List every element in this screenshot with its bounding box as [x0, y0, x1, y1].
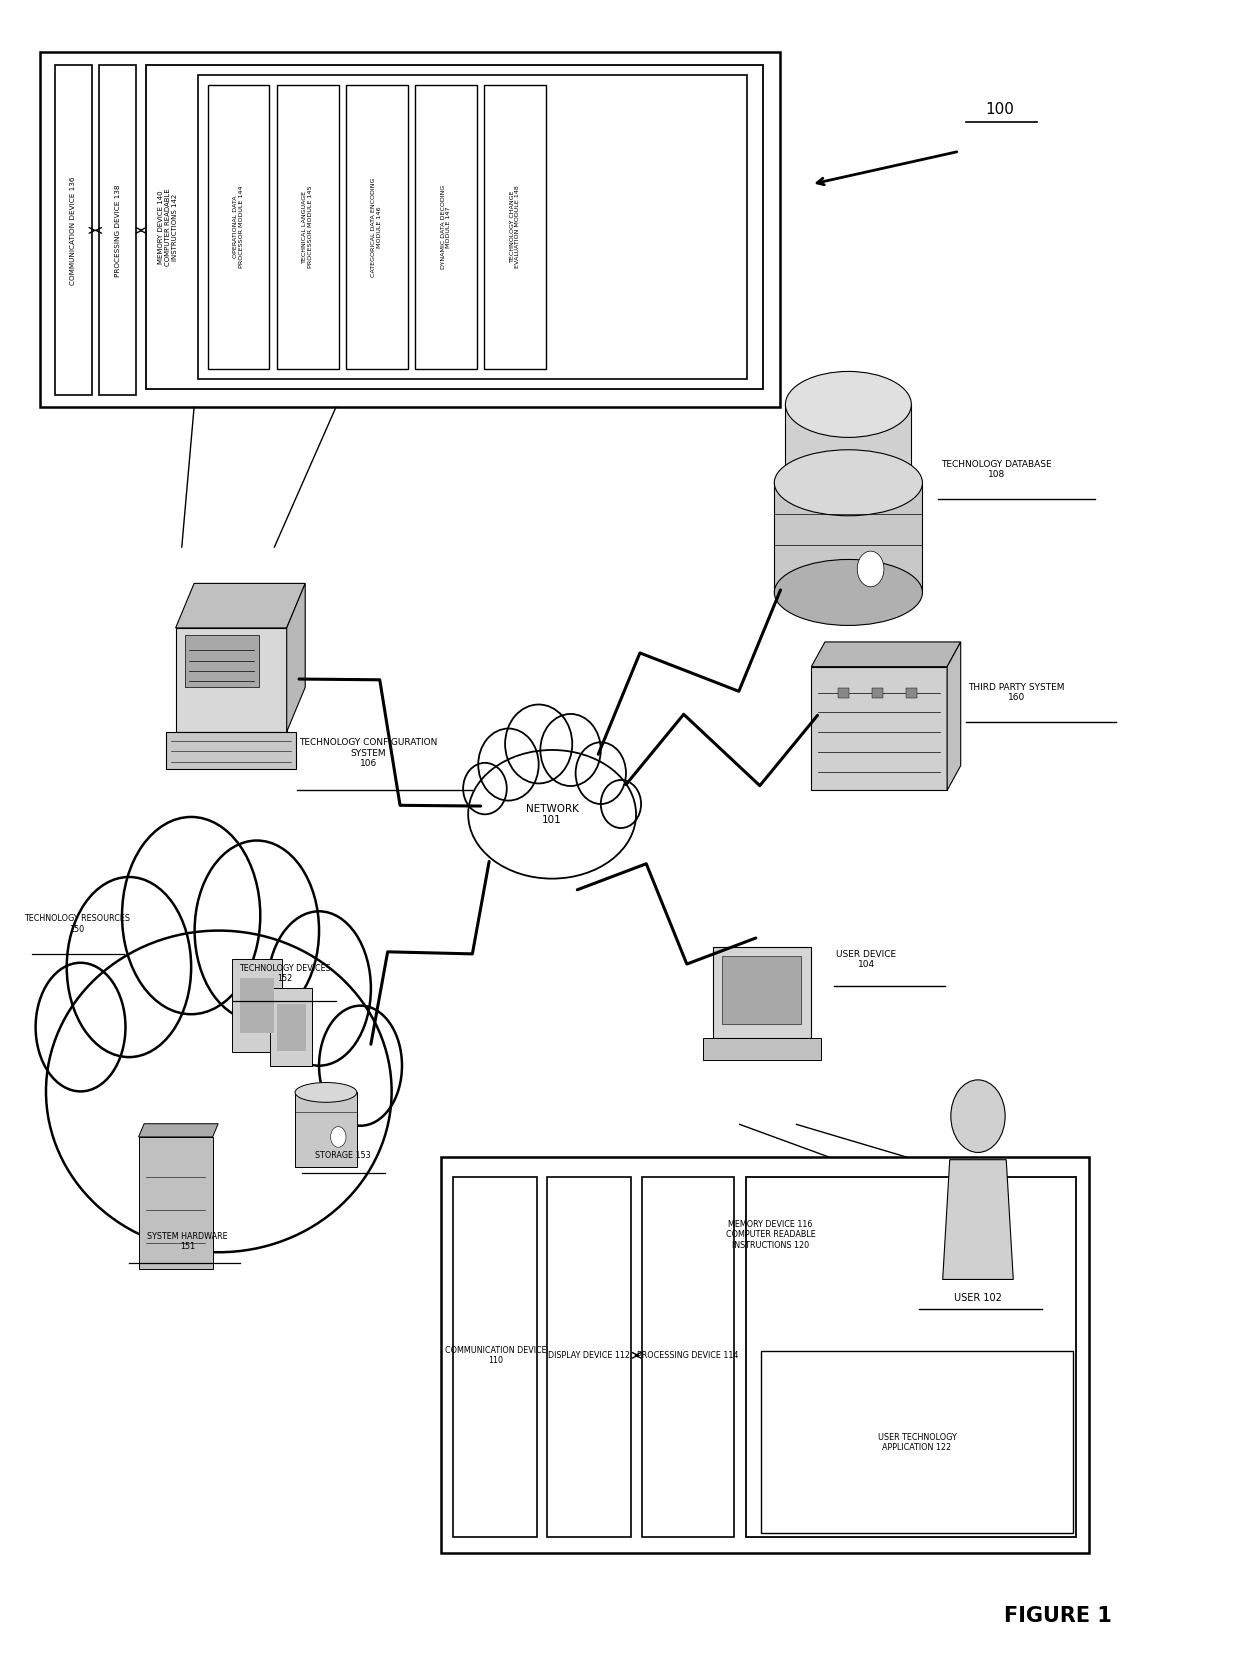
Polygon shape: [166, 732, 296, 770]
Ellipse shape: [46, 930, 392, 1253]
Text: PROCESSING DEVICE 114: PROCESSING DEVICE 114: [637, 1350, 739, 1360]
Polygon shape: [232, 960, 281, 1053]
Ellipse shape: [505, 705, 572, 783]
Ellipse shape: [601, 780, 641, 828]
Text: SYSTEM HARDWARE
151: SYSTEM HARDWARE 151: [148, 1231, 228, 1251]
Ellipse shape: [541, 713, 601, 786]
Text: THIRD PARTY SYSTEM
160: THIRD PARTY SYSTEM 160: [968, 682, 1065, 702]
Polygon shape: [176, 583, 305, 627]
Ellipse shape: [469, 750, 636, 879]
Bar: [484, 86, 546, 369]
Bar: [838, 688, 848, 698]
Ellipse shape: [67, 877, 191, 1058]
Text: TECHNOLOGY DEVICES
152: TECHNOLOGY DEVICES 152: [238, 963, 330, 983]
Polygon shape: [286, 583, 305, 732]
Circle shape: [331, 1127, 346, 1147]
Bar: [642, 1177, 734, 1537]
Text: 100: 100: [986, 103, 1014, 118]
Ellipse shape: [185, 1185, 295, 1306]
Ellipse shape: [33, 1130, 110, 1216]
Ellipse shape: [77, 1170, 181, 1291]
Text: COMMUNICATION DEVICE 136: COMMUNICATION DEVICE 136: [71, 175, 76, 285]
Text: TECHNOLOGY RESOURCES
150: TECHNOLOGY RESOURCES 150: [24, 915, 130, 933]
Ellipse shape: [281, 1152, 371, 1246]
Ellipse shape: [774, 559, 923, 626]
Polygon shape: [942, 1160, 1013, 1279]
Polygon shape: [811, 667, 947, 791]
Circle shape: [857, 551, 884, 588]
Bar: [547, 1177, 631, 1537]
Bar: [346, 86, 408, 369]
Polygon shape: [185, 636, 259, 687]
Ellipse shape: [463, 763, 507, 814]
Ellipse shape: [122, 818, 260, 1015]
Bar: [441, 1157, 1089, 1554]
Bar: [198, 76, 748, 379]
Text: USER TECHNOLOGY
APPLICATION 122: USER TECHNOLOGY APPLICATION 122: [878, 1433, 956, 1451]
Bar: [55, 66, 92, 396]
Text: MEMORY DEVICE 140
COMPUTER READABLE
INSTRUCTIONS 142: MEMORY DEVICE 140 COMPUTER READABLE INST…: [159, 189, 179, 266]
Text: DYNAMIC DATA DECODING
MODULE 147: DYNAMIC DATA DECODING MODULE 147: [440, 185, 451, 270]
Text: MEMORY DEVICE 116
COMPUTER READABLE
INSTRUCTIONS 120: MEMORY DEVICE 116 COMPUTER READABLE INST…: [725, 1220, 816, 1250]
Bar: [746, 1177, 1075, 1537]
Ellipse shape: [575, 741, 626, 804]
Ellipse shape: [785, 371, 911, 437]
Polygon shape: [723, 957, 801, 1024]
Ellipse shape: [463, 829, 500, 864]
Ellipse shape: [195, 841, 319, 1021]
Text: NETWORK
101: NETWORK 101: [526, 804, 579, 826]
Text: OPERATIONAL DATA
PROCESSOR MODULE 144: OPERATIONAL DATA PROCESSOR MODULE 144: [233, 185, 244, 268]
Text: FIGURE 1: FIGURE 1: [1004, 1605, 1112, 1625]
Polygon shape: [139, 1124, 218, 1137]
Polygon shape: [176, 627, 286, 732]
Ellipse shape: [536, 852, 589, 900]
Ellipse shape: [479, 728, 538, 801]
Bar: [906, 688, 916, 698]
Polygon shape: [703, 1038, 821, 1061]
Text: STORAGE 153: STORAGE 153: [315, 1152, 371, 1160]
Bar: [207, 86, 269, 369]
Ellipse shape: [774, 450, 923, 516]
Ellipse shape: [583, 839, 626, 875]
Bar: [415, 86, 477, 369]
Bar: [760, 1352, 1073, 1534]
Bar: [146, 66, 763, 389]
Circle shape: [951, 1079, 1006, 1152]
Polygon shape: [277, 1003, 306, 1051]
Ellipse shape: [295, 1082, 357, 1102]
Polygon shape: [713, 947, 811, 1038]
Text: DISPLAY DEVICE 112: DISPLAY DEVICE 112: [548, 1350, 630, 1360]
Text: CATEGORICAL DATA ENCODING
MODULE 146: CATEGORICAL DATA ENCODING MODULE 146: [372, 177, 382, 276]
Polygon shape: [270, 988, 312, 1066]
Text: TECHNICAL LANGUAGE
PROCESSOR MODULE 145: TECHNICAL LANGUAGE PROCESSOR MODULE 145: [303, 185, 312, 268]
Text: TECHNOLOGY DATABASE
108: TECHNOLOGY DATABASE 108: [941, 460, 1052, 480]
Text: TECHNOLOGY CONFIGURATION
SYSTEM
106: TECHNOLOGY CONFIGURATION SYSTEM 106: [299, 738, 438, 768]
Polygon shape: [295, 1092, 357, 1167]
Text: USER 102: USER 102: [954, 1293, 1002, 1302]
Polygon shape: [811, 642, 961, 667]
Text: USER DEVICE
104: USER DEVICE 104: [836, 950, 897, 970]
Polygon shape: [785, 404, 911, 483]
Text: COMMUNICATION DEVICE
110: COMMUNICATION DEVICE 110: [444, 1346, 546, 1365]
Bar: [277, 86, 339, 369]
Text: TECHNOLOGY CHANGE
EVALUATION MODULE 148: TECHNOLOGY CHANGE EVALUATION MODULE 148: [510, 185, 521, 268]
Ellipse shape: [319, 1006, 402, 1125]
Polygon shape: [239, 978, 274, 1033]
Ellipse shape: [36, 963, 125, 1091]
Bar: [454, 1177, 537, 1537]
Ellipse shape: [484, 846, 533, 894]
Bar: [873, 688, 883, 698]
Bar: [99, 66, 136, 396]
Ellipse shape: [267, 912, 371, 1066]
Text: PROCESSING DEVICE 138: PROCESSING DEVICE 138: [114, 184, 120, 276]
Polygon shape: [774, 483, 923, 592]
Polygon shape: [139, 1137, 212, 1269]
Bar: [40, 53, 780, 407]
Polygon shape: [947, 642, 961, 791]
